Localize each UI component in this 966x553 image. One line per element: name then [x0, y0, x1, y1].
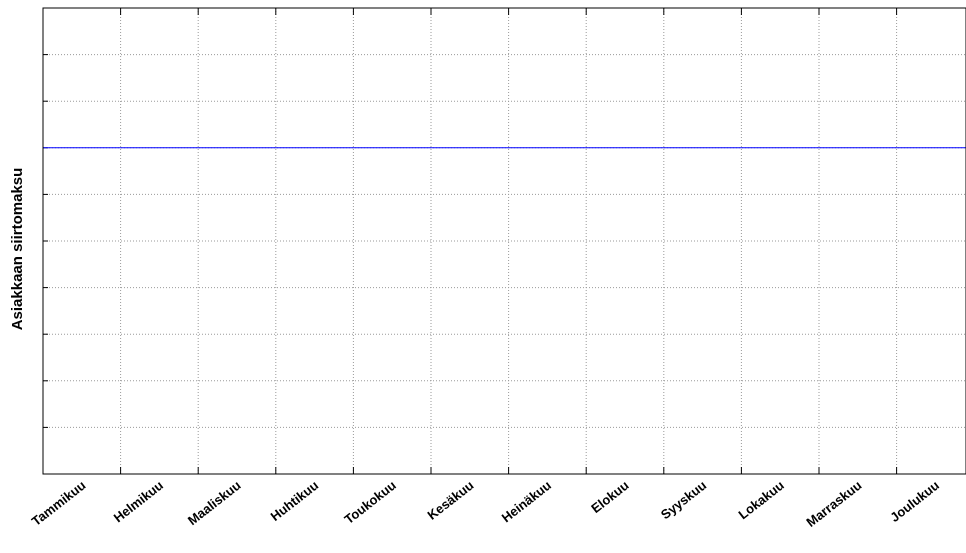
x-tick-label: Maaliskuu [185, 478, 244, 529]
x-tick-label: Joulukuu [887, 478, 942, 525]
x-tick-label: Huhtikuu [268, 478, 322, 525]
grid-lines [43, 8, 966, 474]
x-tick-label: Syyskuu [658, 478, 709, 523]
x-tick-label: Toukokuu [341, 478, 398, 527]
x-tick-label: Elokuu [588, 478, 631, 517]
x-tick-labels: Tammikuu Helmikuu Maaliskuu Huhtikuu Toukoku… [29, 478, 942, 530]
x-tick-label: Heinäkuu [499, 478, 554, 526]
x-tick-label: Kesäkuu [424, 478, 476, 523]
y-ticks [43, 54, 48, 428]
plot-frame [42, 7, 966, 475]
x-ticks [120, 8, 898, 474]
x-tick-label: Helmikuu [111, 478, 166, 526]
x-tick-label: Marraskuu [803, 478, 864, 530]
x-tick-label: Lokakuu [735, 478, 786, 523]
x-tick-label: Tammikuu [29, 478, 89, 529]
y-axis-label: Asiakkaan siirtomaksu [9, 168, 26, 331]
